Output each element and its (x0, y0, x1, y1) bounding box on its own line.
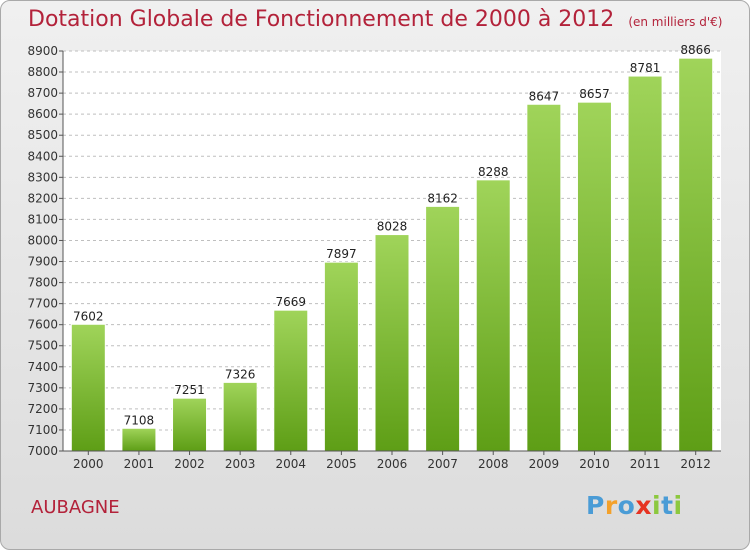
y-tick-label: 8500 (27, 128, 58, 142)
bar (323, 261, 359, 452)
bar (475, 179, 511, 452)
x-tick-label: 2009 (529, 457, 560, 471)
x-tick-label: 2011 (630, 457, 661, 471)
logo-letter: t (661, 491, 674, 520)
logo-letter: x (635, 491, 652, 520)
bar (425, 205, 461, 452)
logo-letter: P (586, 491, 605, 520)
y-tick-label: 7700 (27, 297, 58, 311)
unit-label: (en milliers d'€) (628, 15, 723, 29)
bar (121, 427, 157, 452)
x-tick-label: 2008 (478, 457, 509, 471)
chart-title: Dotation Globale de Fonctionnement de 20… (28, 7, 723, 32)
y-tick-label: 7200 (27, 402, 58, 416)
bar-value-label: 7326 (225, 367, 256, 381)
logo-letter: r (604, 491, 618, 520)
x-tick-label: 2010 (579, 457, 610, 471)
y-tick-label: 8600 (27, 107, 58, 121)
bar-value-label: 7897 (326, 247, 357, 261)
y-tick-label: 8000 (27, 233, 58, 247)
bar-value-label: 8781 (630, 61, 661, 75)
y-tick-label: 7800 (27, 276, 58, 290)
bar-value-label: 8866 (680, 43, 711, 57)
bar (526, 103, 562, 452)
proxiti-logo: Proxiti (586, 491, 683, 520)
bar-value-label: 8647 (529, 89, 560, 103)
y-tick-label: 8400 (27, 149, 58, 163)
bar (273, 309, 309, 452)
bar (678, 57, 714, 452)
y-tick-label: 7100 (27, 423, 58, 437)
x-tick-label: 2006 (377, 457, 408, 471)
y-tick-label: 8200 (27, 191, 58, 205)
x-tick-label: 2004 (275, 457, 306, 471)
logo-letter: i (673, 491, 683, 520)
y-tick-label: 8700 (27, 86, 58, 100)
y-tick-label: 7900 (27, 255, 58, 269)
y-tick-label: 7600 (27, 318, 58, 332)
x-tick-label: 2007 (427, 457, 458, 471)
bar-value-label: 8657 (579, 87, 610, 101)
x-tick-label: 2001 (124, 457, 155, 471)
city-label: AUBAGNE (31, 497, 120, 518)
bar (172, 397, 208, 452)
bar (627, 75, 663, 452)
y-tick-label: 8900 (27, 44, 58, 58)
bar-value-label: 8028 (377, 220, 408, 234)
bar-value-label: 8162 (427, 191, 458, 205)
x-tick-label: 2002 (174, 457, 205, 471)
bar-value-label: 7108 (124, 413, 155, 427)
bar-value-label: 7251 (174, 383, 205, 397)
logo-letter: i (652, 491, 662, 520)
y-tick-label: 8800 (27, 65, 58, 79)
bar-value-label: 7669 (275, 295, 306, 309)
bar-value-label: 7602 (73, 309, 104, 323)
y-tick-label: 8100 (27, 212, 58, 226)
y-tick-label: 7500 (27, 339, 58, 353)
y-tick-label: 7300 (27, 381, 58, 395)
x-tick-label: 2005 (326, 457, 357, 471)
x-tick-label: 2012 (680, 457, 711, 471)
y-tick-label: 7400 (27, 360, 58, 374)
bar (222, 381, 258, 452)
x-tick-label: 2000 (73, 457, 104, 471)
x-tick-label: 2003 (225, 457, 256, 471)
bar-value-label: 8288 (478, 165, 509, 179)
bar (374, 234, 410, 452)
logo-letter: o (617, 491, 636, 520)
y-tick-label: 8300 (27, 170, 58, 184)
bar (576, 101, 612, 452)
bar (70, 323, 106, 452)
y-tick-label: 7000 (27, 444, 58, 458)
